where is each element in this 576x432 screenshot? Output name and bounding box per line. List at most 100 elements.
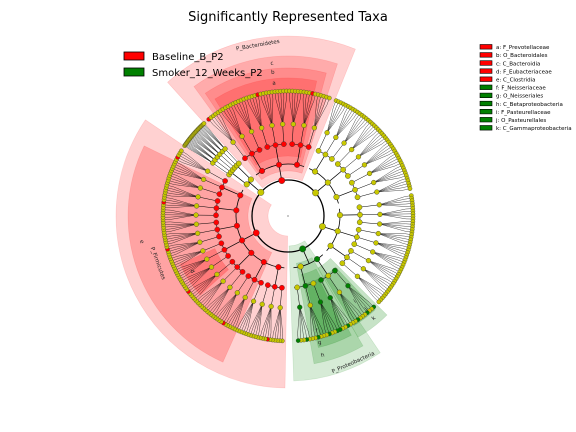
family-node xyxy=(373,240,379,246)
branch xyxy=(347,164,365,177)
leaf-branch xyxy=(173,233,198,243)
family-node xyxy=(200,248,206,254)
leaf-branch xyxy=(245,301,254,327)
leaf-branch xyxy=(357,276,381,290)
order-node xyxy=(315,148,322,154)
order-node xyxy=(289,141,295,147)
leaf-branch xyxy=(303,100,312,126)
leaf-branch xyxy=(320,302,330,327)
leaf-branch xyxy=(177,175,201,189)
phylum-node xyxy=(319,223,326,230)
leaf-branch xyxy=(215,287,231,310)
family-node xyxy=(297,304,303,310)
phylum-node xyxy=(257,188,265,196)
taxa-key-swatch xyxy=(479,52,493,58)
branch xyxy=(359,204,380,208)
leaf-branch xyxy=(172,193,199,198)
order-node xyxy=(354,234,360,240)
taxa-key-swatch xyxy=(479,125,493,131)
branch xyxy=(318,132,328,151)
leaf-branch xyxy=(343,120,359,144)
order-node xyxy=(354,194,361,201)
leaf-branch xyxy=(182,259,207,270)
leaf-branch xyxy=(310,305,323,330)
branch xyxy=(217,225,237,230)
order-node xyxy=(294,284,300,291)
leaf-branch xyxy=(177,250,203,259)
leaf-branch xyxy=(248,301,254,328)
phylum-node xyxy=(252,229,260,237)
class-node xyxy=(248,249,255,256)
group-legend: Baseline_B_P2 Smoker_12_Weeks_P2 xyxy=(123,51,263,79)
order-node xyxy=(297,142,304,148)
taxa-key-swatch xyxy=(479,117,493,123)
family-node xyxy=(242,294,248,301)
order-node xyxy=(216,233,222,240)
leaf-branch xyxy=(172,233,198,239)
leaf-branch xyxy=(280,98,283,125)
leaf-branch xyxy=(291,98,294,125)
shade-firmicutes xyxy=(115,119,288,389)
clade-letter-h: h xyxy=(320,352,325,359)
order-node xyxy=(310,280,317,287)
leaf-branch xyxy=(273,307,281,334)
leaf-branch xyxy=(184,158,208,172)
branch xyxy=(254,261,265,280)
leaf-branch xyxy=(180,250,203,266)
order-node xyxy=(345,173,351,179)
leaf-node xyxy=(327,95,332,101)
leaf-branch xyxy=(177,173,204,180)
leaf-branch xyxy=(372,251,399,258)
leaf-branch xyxy=(375,242,400,256)
leaf-branch xyxy=(379,214,407,217)
order-node xyxy=(271,283,278,290)
leaf-branch xyxy=(376,190,404,193)
order-node xyxy=(213,205,220,211)
leaf-branch xyxy=(379,223,406,227)
class-node xyxy=(312,168,319,175)
shade-class-c xyxy=(193,55,338,181)
leaf-branch xyxy=(343,122,361,144)
family-node xyxy=(193,203,200,209)
family-node xyxy=(259,125,265,131)
leaf-branch xyxy=(378,233,404,242)
order-node xyxy=(357,211,363,218)
family-node xyxy=(307,302,313,308)
family-node xyxy=(301,122,307,128)
branch xyxy=(334,270,349,286)
leaf-branch xyxy=(199,274,218,295)
taxa-key-swatch xyxy=(479,44,493,50)
branch xyxy=(232,142,246,159)
leaf-branch xyxy=(256,102,262,128)
leaf-branch xyxy=(213,287,231,308)
order-node xyxy=(322,151,329,158)
leaf-branch xyxy=(170,224,197,232)
family-node xyxy=(259,301,265,307)
family-node xyxy=(204,256,210,262)
leaf-branch xyxy=(266,306,272,333)
branch xyxy=(216,261,233,275)
leaf-branch xyxy=(347,285,366,306)
leaf-branch xyxy=(314,104,328,128)
leaf-branch xyxy=(250,304,263,328)
leaf-branch xyxy=(347,285,370,302)
order-node xyxy=(249,150,255,157)
leaf-branch xyxy=(326,107,334,133)
leaf-branch xyxy=(226,292,238,318)
leaf-branch xyxy=(364,150,387,165)
leaf-branch xyxy=(310,305,320,330)
class-node xyxy=(260,259,267,266)
taxa-key-label: h: C_Betaproteobacteria xyxy=(496,102,563,108)
leaf-branch xyxy=(310,305,317,331)
leaf-branch xyxy=(293,98,296,125)
leaf-branch xyxy=(320,302,328,328)
leaf-branch xyxy=(343,123,363,144)
clade-letter-k: k xyxy=(371,315,378,322)
leaf-branch xyxy=(184,259,207,274)
leaf-branch xyxy=(174,242,200,250)
leaf-branch xyxy=(179,250,203,264)
clade-letter-j: j xyxy=(363,306,369,313)
leaf-branch xyxy=(379,211,406,215)
taxa-key-label: i: F_Pasteurellaceae xyxy=(496,110,551,116)
branch xyxy=(337,149,352,165)
